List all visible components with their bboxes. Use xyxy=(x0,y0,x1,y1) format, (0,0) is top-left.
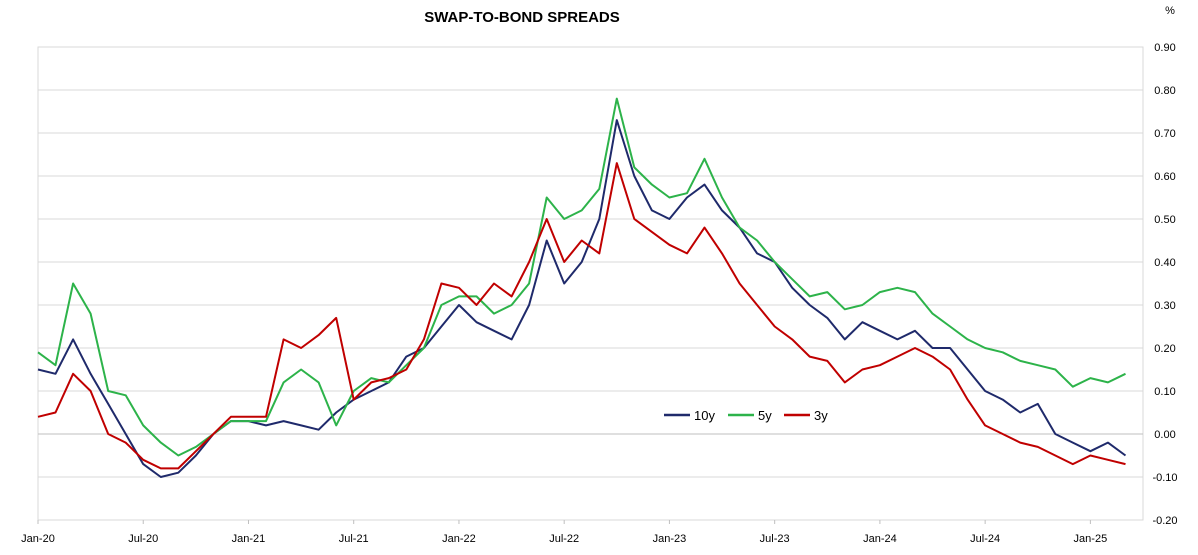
y-tick-label: 0.40 xyxy=(1154,257,1175,269)
series-line-5y xyxy=(37,97,1126,457)
x-tick-label: Jan-20 xyxy=(21,533,55,545)
legend-label-10y: 10y xyxy=(694,408,715,423)
y-tick-label: 0.90 xyxy=(1154,42,1175,54)
x-tick-label: Jul-21 xyxy=(339,533,369,545)
x-tick-label: Jan-23 xyxy=(653,533,687,545)
x-tick-label: Jan-25 xyxy=(1074,533,1108,545)
series-lines xyxy=(37,97,1127,478)
y-tick-label: 0.20 xyxy=(1154,343,1175,355)
y-tick-label: -0.10 xyxy=(1152,472,1177,484)
legend-label-3y: 3y xyxy=(814,408,828,423)
x-tick-label: Jul-20 xyxy=(128,533,158,545)
series-line-10y xyxy=(37,119,1127,478)
legend-label-5y: 5y xyxy=(758,408,772,423)
x-tick-label: Jul-22 xyxy=(549,533,579,545)
y-tick-label: -0.20 xyxy=(1152,515,1177,527)
y-tick-label: 0.10 xyxy=(1154,386,1175,398)
y-tick-label: 0.60 xyxy=(1154,171,1175,183)
x-tick-label: Jan-21 xyxy=(232,533,266,545)
y-tick-label: 0.30 xyxy=(1154,300,1175,312)
y-tick-label: 0.50 xyxy=(1154,214,1175,226)
x-tick-label: Jan-24 xyxy=(863,533,897,545)
chart-title: SWAP-TO-BOND SPREADS xyxy=(424,9,620,26)
y-axis: 0.90 0.80 0.70 0.60 0.50 0.40 0.30 0.20 0.10 0.00… xyxy=(1152,42,1177,527)
x-tick-label: Jan-22 xyxy=(442,533,476,545)
x-axis: Jan-20 Jul-20 Jan-21 Jul-21 Jan-22 Jul-22 Jan-… xyxy=(21,433,1143,545)
gridlines xyxy=(38,46,1143,521)
y-tick-label: 0.80 xyxy=(1154,85,1175,97)
series-line-3y xyxy=(37,162,1126,470)
y-tick-label: 0.00 xyxy=(1154,429,1175,441)
plot-area xyxy=(37,46,1144,521)
x-tick-label: Jul-23 xyxy=(760,533,790,545)
x-tick-label: Jul-24 xyxy=(970,533,1000,545)
y-tick-label: 0.70 xyxy=(1154,128,1175,140)
legend: 10y 5y 3y xyxy=(664,408,828,423)
unit-label: % xyxy=(1165,5,1175,17)
